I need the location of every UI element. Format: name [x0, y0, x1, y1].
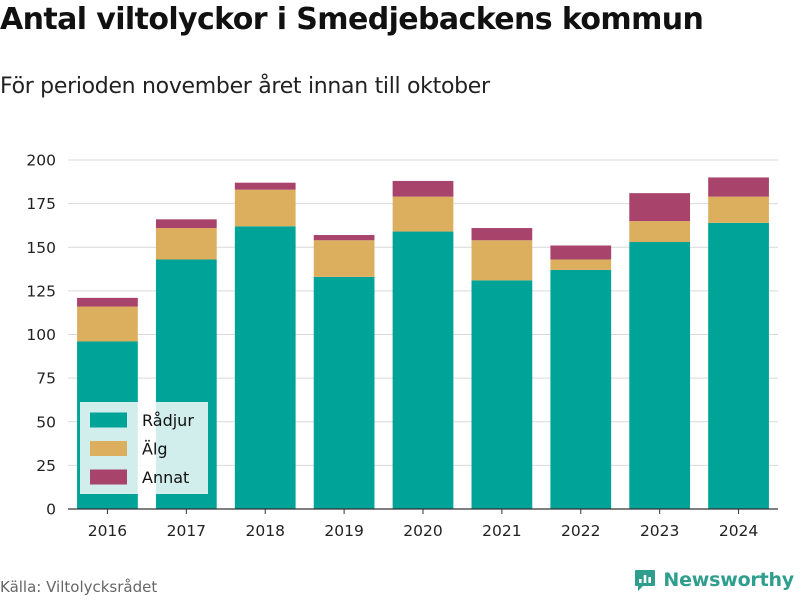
x-tick-label: 2018	[245, 522, 284, 540]
legend-swatch	[90, 412, 127, 428]
y-tick-label: 75	[36, 370, 56, 388]
bar-segment	[471, 228, 533, 241]
bar-segment	[77, 297, 138, 307]
y-tick-label: 125	[26, 282, 56, 300]
source-note: Källa: Viltolycksrådet	[0, 578, 158, 596]
bar-segment	[155, 219, 217, 229]
brand-name: Newsworthy	[663, 569, 794, 591]
bar-segment	[234, 189, 296, 227]
x-tick-label: 2022	[561, 522, 600, 540]
legend-label: Rådjur	[142, 411, 194, 430]
legend-label: Annat	[142, 468, 189, 487]
y-axis-tick-labels: 0 25 50 75 100 125 150 175 200	[26, 152, 56, 519]
chart-title: Antal viltolyckor i Smedjebackens kommun	[0, 2, 704, 37]
bar-segment	[471, 240, 533, 281]
bar-segment	[708, 196, 769, 223]
bar-segment	[708, 177, 769, 197]
bar-segment	[471, 280, 533, 509]
bar-segment	[313, 235, 375, 241]
y-tick-label: 50	[36, 413, 56, 431]
bar-segment	[234, 182, 296, 190]
y-tick-label: 200	[26, 152, 56, 170]
x-tick-label: 2019	[324, 522, 363, 540]
bar-segment	[392, 180, 454, 197]
y-tick-label: 100	[26, 326, 56, 344]
chart-subtitle: För perioden november året innan till ok…	[0, 74, 490, 99]
bar-segment	[550, 245, 612, 260]
x-tick-label: 2020	[403, 522, 442, 540]
legend-items: Rådjur Älg Annat	[90, 411, 194, 487]
bar-segment	[550, 259, 612, 270]
bar-segment	[392, 196, 454, 232]
bar-segment	[77, 306, 138, 342]
legend-swatch	[90, 469, 127, 485]
legend: Rådjur Älg Annat	[80, 402, 208, 494]
x-tick-label: 2017	[167, 522, 206, 540]
bar-segment	[155, 228, 217, 260]
bar-segment	[629, 221, 691, 243]
y-tick-label: 0	[46, 501, 56, 519]
x-tick-label: 2023	[640, 522, 679, 540]
y-tick-label: 175	[26, 195, 56, 213]
bar-segment	[708, 222, 769, 509]
legend-label: Älg	[142, 440, 168, 459]
newsworthy-brand: Newsworthy	[634, 568, 794, 592]
bar-segment	[234, 226, 296, 509]
bar-segment	[629, 193, 691, 222]
x-tick-label: 2016	[88, 522, 127, 540]
bar-segment	[392, 231, 454, 510]
newsworthy-logo-icon	[635, 570, 656, 591]
x-axis-tick-labels: 2016 2017 2018 2019 2020 2021 2022 2023 2024	[88, 522, 759, 540]
y-tick-label: 150	[26, 239, 56, 257]
bars	[77, 177, 769, 514]
x-tick-label: 2024	[719, 522, 758, 540]
bar-segment	[313, 276, 375, 509]
y-tick-label: 25	[36, 457, 56, 475]
x-tick-label: 2021	[482, 522, 521, 540]
legend-swatch	[90, 441, 127, 456]
bar-segment	[550, 269, 612, 509]
bar-segment	[629, 242, 691, 509]
bar-segment	[313, 240, 375, 277]
